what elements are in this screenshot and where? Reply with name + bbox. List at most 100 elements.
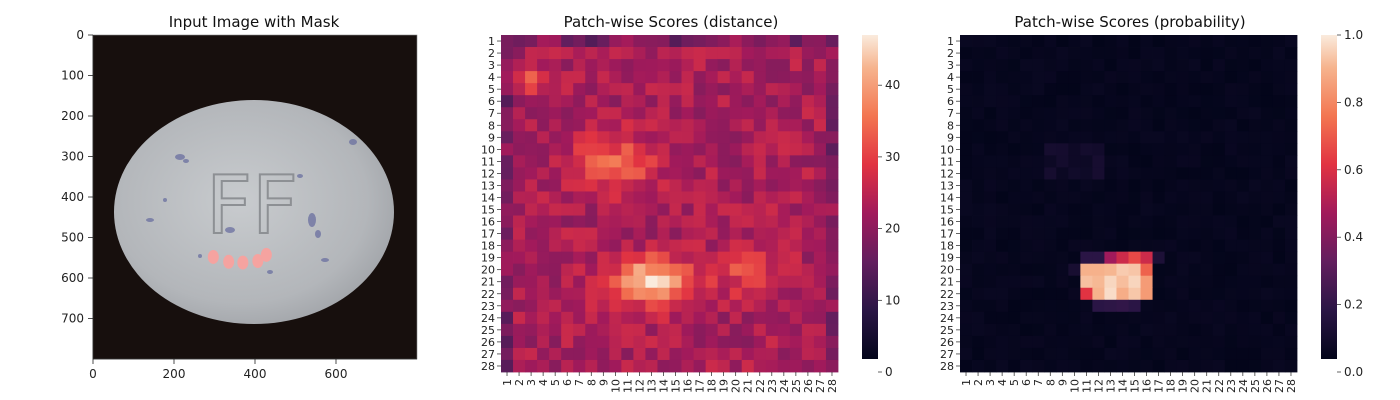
- heatmap-cell: [1008, 35, 1021, 48]
- heatmap-cell: [525, 323, 538, 337]
- heatmap-cell: [1092, 143, 1105, 156]
- heatmap-cell: [501, 179, 514, 192]
- heatmap-cell: [1068, 239, 1081, 253]
- heatmap-cell: [1092, 215, 1105, 228]
- heatmap-cell: [681, 167, 694, 180]
- y-tick-label: 17: [481, 228, 495, 241]
- heatmap-cell: [561, 323, 574, 337]
- heatmap-cell: [1272, 119, 1286, 132]
- heatmap-cell: [1104, 155, 1117, 168]
- heatmap-cell: [1224, 131, 1238, 144]
- heatmap-cell: [681, 191, 694, 204]
- heatmap-cell: [1176, 311, 1190, 325]
- heatmap-cell: [573, 47, 586, 60]
- x-tick-label: 8: [585, 379, 598, 386]
- heatmap-cell: [621, 215, 634, 228]
- heatmap-cell: [1032, 263, 1045, 277]
- heatmap-cell: [1224, 35, 1238, 48]
- heatmap-cell: [825, 179, 839, 192]
- heatmap-cell: [1284, 167, 1298, 180]
- heatmap-cell: [537, 203, 550, 216]
- heatmap-cell: [789, 311, 803, 325]
- heatmap-cell: [825, 263, 839, 277]
- heatmap-cell: [525, 311, 538, 325]
- heatmap-cell: [1224, 167, 1238, 180]
- heatmap-cell: [765, 311, 779, 325]
- heatmap-cell: [501, 335, 514, 349]
- heatmap-cell: [1068, 359, 1081, 373]
- heatmap-cell: [1080, 71, 1093, 84]
- heatmap-cell: [1224, 263, 1238, 277]
- heatmap-cell: [1224, 287, 1238, 301]
- heatmap-cell: [984, 263, 997, 277]
- heatmap-cell: [1188, 239, 1202, 253]
- heatmap-cell: [597, 107, 610, 120]
- heatmap-cell: [1008, 155, 1021, 168]
- heatmap-cell: [1188, 167, 1202, 180]
- x-tick-label: 14: [657, 379, 670, 393]
- heatmap-cell: [1128, 263, 1141, 277]
- heatmap-cell: [1104, 263, 1117, 277]
- heatmap-cell: [1068, 263, 1081, 277]
- heatmap-cell: [1188, 131, 1202, 144]
- heatmap-cell: [513, 191, 526, 204]
- heatmap-cell: [1044, 239, 1057, 253]
- heatmap-cell: [1056, 299, 1069, 313]
- heatmap-cell: [585, 155, 598, 168]
- y-tick-label: 12: [940, 167, 954, 180]
- heatmap-cell: [1140, 95, 1153, 108]
- heatmap-cell: [1236, 95, 1250, 108]
- heatmap-cell: [1248, 47, 1262, 60]
- heatmap-cell: [960, 59, 973, 72]
- heatmap-cell: [1272, 227, 1286, 241]
- heatmap-cell: [1152, 227, 1166, 241]
- heatmap-cell: [1164, 191, 1178, 204]
- heatmap-cell: [1080, 299, 1093, 313]
- heatmap-cell: [549, 167, 562, 180]
- heatmap-cell: [777, 71, 791, 84]
- heatmap-cell: [1116, 239, 1129, 253]
- heatmap-cell: [1056, 59, 1069, 72]
- heatmap-cell: [1224, 191, 1238, 204]
- x-tick-label: 22: [1213, 379, 1226, 393]
- heatmap-cell: [609, 263, 622, 277]
- heatmap-cell: [1200, 107, 1214, 120]
- heatmap-cell: [729, 227, 743, 241]
- heatmap-cell: [525, 119, 538, 132]
- heatmap-cell: [669, 95, 682, 108]
- heatmap-cell: [753, 47, 767, 60]
- heatmap-cell: [996, 191, 1009, 204]
- heatmap-cell: [1116, 263, 1129, 277]
- heatmap-cell: [645, 263, 658, 277]
- heatmap-cell: [645, 71, 658, 84]
- heatmap-cell: [1020, 83, 1033, 96]
- heatmap-cell: [621, 71, 634, 84]
- heatmap-cell: [1260, 131, 1274, 144]
- heatmap-cell: [1212, 359, 1226, 373]
- heatmap-cell: [777, 323, 791, 337]
- heatmap-cell: [1284, 203, 1298, 216]
- heatmap-cell: [1224, 47, 1238, 60]
- heatmap-cell: [621, 203, 634, 216]
- heatmap-cell: [693, 95, 707, 108]
- heatmap-cell: [513, 299, 526, 313]
- x-tick-label: 4: [537, 379, 550, 386]
- y-tick-label: 25: [940, 324, 954, 337]
- heatmap-cell: [753, 347, 767, 361]
- heatmap-cell: [996, 143, 1009, 156]
- heatmap-cell: [561, 71, 574, 84]
- heatmap-cell: [657, 47, 670, 60]
- heatmap-cell: [597, 263, 610, 277]
- heatmap-cell: [801, 143, 815, 156]
- heatmap-cell: [1128, 35, 1141, 48]
- heatmap-cell: [789, 263, 803, 277]
- heatmap-cell: [561, 239, 574, 253]
- heatmap-cell: [1092, 179, 1105, 192]
- heatmap-cell: [801, 71, 815, 84]
- heatmap-cell: [717, 299, 731, 313]
- mask-blob-5: [260, 247, 272, 262]
- heatmap-cell: [813, 323, 827, 337]
- heatmap-cell: [960, 299, 973, 313]
- heatmap-cell: [525, 191, 538, 204]
